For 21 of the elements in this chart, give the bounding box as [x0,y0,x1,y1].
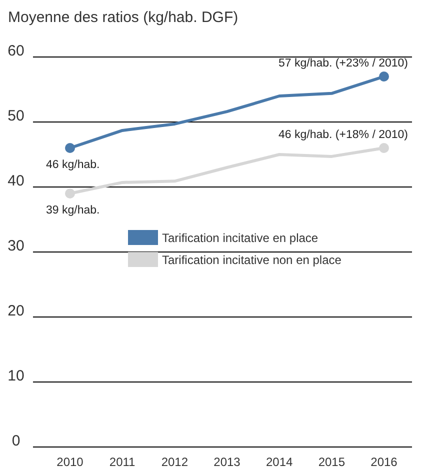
legend-label: Tarification incitative non en place [162,253,342,267]
y-tick-label: 40 [8,172,24,190]
x-tick-label: 2015 [318,455,346,469]
y-tick-label: 30 [8,238,24,254]
annotation: 46 kg/hab. (+18% / 2010) [278,129,408,141]
y-tick-label: 20 [8,302,24,320]
x-tick-label: 2012 [161,455,188,469]
annotation: 39 kg/hab. [46,204,100,216]
x-tick-label: 2016 [370,455,398,469]
chart-title: Moyenne des ratios (kg/hab. DGF) [8,9,238,26]
x-tick-label: 2013 [214,455,241,469]
x-tick-label: 2011 [109,455,136,469]
annotation: 46 kg/hab. [46,159,100,171]
annotation: 57 kg/hab. (+23% / 2010) [278,58,408,70]
legend-label: Tarification incitative en place [162,231,318,245]
x-tick-label: 2010 [56,455,84,469]
y-tick-label: 0 [12,432,20,450]
y-tick-label: 60 [8,42,24,60]
x-tick-label: 2014 [266,455,294,469]
y-tick-label: 10 [8,368,24,384]
y-tick-label: 50 [8,108,24,124]
